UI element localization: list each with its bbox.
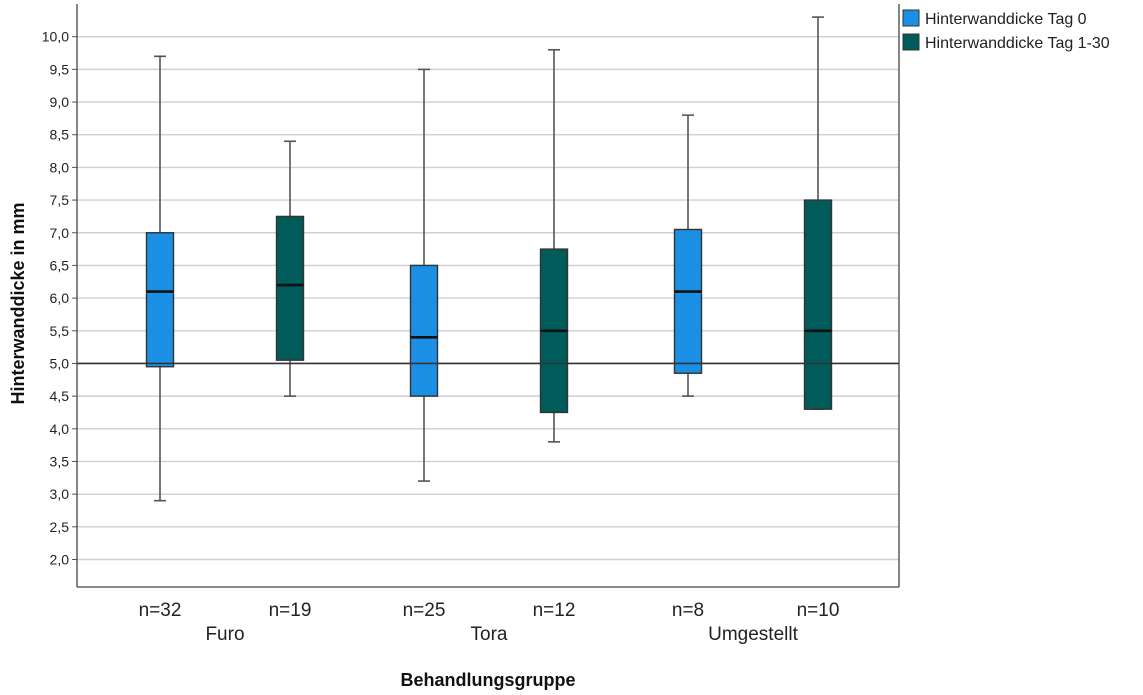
category-label: Furo xyxy=(205,624,244,645)
n-label: n=25 xyxy=(403,600,446,621)
legend-label: Hinterwanddicke Tag 0 xyxy=(925,11,1087,28)
box-iqr xyxy=(145,232,175,368)
n-label: n=10 xyxy=(797,600,840,621)
y-tick-label: 5,5 xyxy=(50,323,70,339)
n-label: n=8 xyxy=(672,600,704,621)
gridlines xyxy=(77,36,899,561)
box-tora xyxy=(409,68,439,482)
x-axis-title: Behandlungsgruppe xyxy=(401,670,576,690)
y-tick-label: 3,5 xyxy=(50,453,70,469)
y-tick-label: 9,0 xyxy=(50,94,70,110)
y-tick-label: 4,0 xyxy=(50,421,70,437)
legend: Hinterwanddicke Tag 0 Hinterwanddicke Tag… xyxy=(902,9,1110,52)
category-label: Umgestellt xyxy=(708,624,798,645)
y-tick-label: 6,5 xyxy=(50,257,70,273)
series-tag-0 xyxy=(145,55,703,502)
box-tora xyxy=(539,48,569,443)
box-iqr xyxy=(275,215,305,361)
y-axis-title: Hinterwanddicke in mm xyxy=(8,202,28,404)
n-label: n=12 xyxy=(533,600,576,621)
y-axis-ticks: 2,0 2,5 3,0 3,5 4,0 4,5 5,0 5,5 6,0 6,5 7,0 7,5 8,0 8… xyxy=(42,29,77,568)
n-label: n=19 xyxy=(269,600,312,621)
box-furo xyxy=(145,55,175,502)
n-label: n=32 xyxy=(139,600,182,621)
y-tick-label: 5,0 xyxy=(50,355,70,371)
y-tick-label: 8,5 xyxy=(50,127,70,143)
box-series xyxy=(145,16,833,502)
box-iqr xyxy=(673,228,703,374)
y-tick-label: 10,0 xyxy=(42,29,69,45)
y-tick-label: 2,5 xyxy=(50,519,70,535)
axes xyxy=(76,4,900,588)
box-furo xyxy=(275,140,305,397)
y-tick-label: 6,0 xyxy=(50,290,70,306)
y-tick-label: 7,5 xyxy=(50,192,70,208)
box-umgestellt xyxy=(673,114,703,397)
legend-label: Hinterwanddicke Tag 1-30 xyxy=(925,35,1110,52)
y-tick-label: 2,0 xyxy=(50,552,70,568)
category-labels: n=32 n=19 Furo n=25 n=12 Tora n=8 n=10 Umgestell… xyxy=(139,600,840,645)
category-label: Tora xyxy=(471,624,508,645)
y-tick-label: 4,5 xyxy=(50,388,70,404)
y-tick-label: 9,5 xyxy=(50,61,70,77)
box-umgestellt xyxy=(803,16,833,410)
y-tick-label: 3,0 xyxy=(50,486,70,502)
legend-swatch xyxy=(902,9,920,27)
series-tag-1-30 xyxy=(275,16,833,443)
y-tick-label: 7,0 xyxy=(50,225,70,241)
y-tick-label: 8,0 xyxy=(50,159,70,175)
legend-swatch xyxy=(902,33,920,51)
box-iqr xyxy=(409,264,439,397)
box-iqr xyxy=(803,199,833,410)
